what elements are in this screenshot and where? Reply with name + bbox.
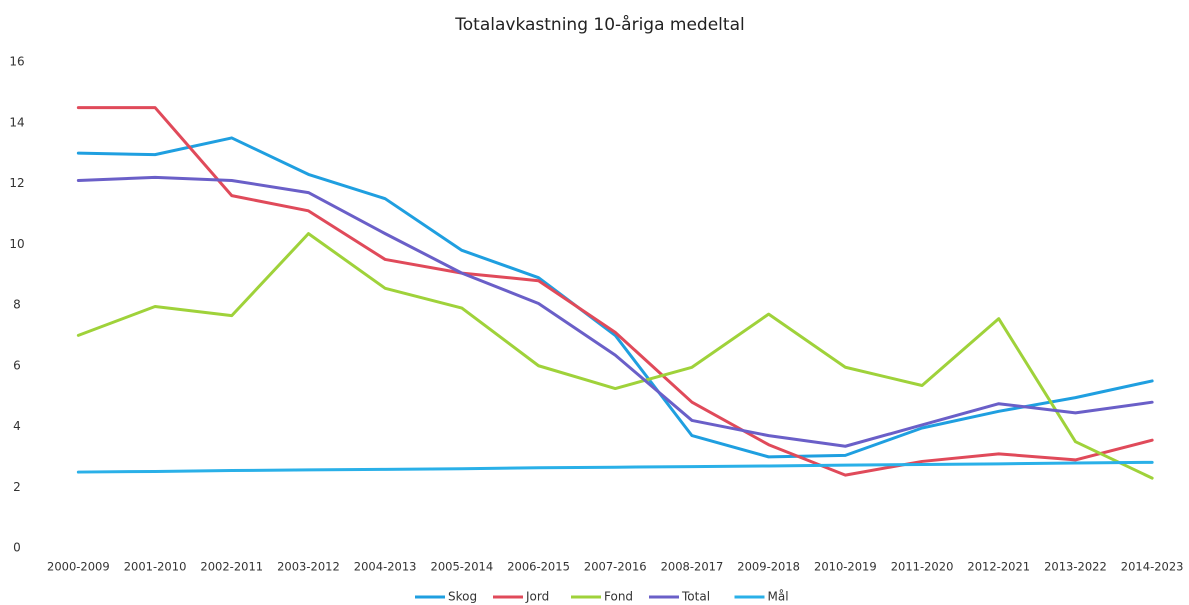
x-tick-label: 2002-2011	[200, 560, 263, 574]
x-tick-label: 2008-2017	[661, 560, 724, 574]
x-tick-label: 2013-2022	[1044, 560, 1107, 574]
y-tick-label: 10	[9, 237, 24, 251]
x-tick-label: 2006-2015	[507, 560, 570, 574]
series-line	[76, 136, 1154, 459]
legend-label: Fond	[604, 590, 633, 604]
x-tick-label: 2003-2012	[277, 560, 340, 574]
x-tick-label: 2000-2009	[47, 560, 110, 574]
legend-label: Total	[681, 590, 710, 604]
series-line	[76, 175, 1154, 448]
legend-label: Mål	[768, 590, 789, 604]
y-tick-label: 6	[13, 358, 21, 372]
legend-label: Jord	[525, 590, 549, 604]
y-tick-label: 2	[13, 480, 21, 494]
x-tick-label: 2012-2021	[967, 560, 1030, 574]
x-tick-label: 2001-2010	[124, 560, 187, 574]
x-tick-label: 2010-2019	[814, 560, 877, 574]
x-tick-label: 2007-2016	[584, 560, 647, 574]
x-tick-label: 2005-2014	[431, 560, 494, 574]
y-tick-label: 8	[13, 298, 21, 312]
y-tick-label: 16	[9, 55, 24, 69]
y-tick-label: 12	[9, 176, 24, 190]
y-tick-label: 4	[13, 419, 21, 433]
legend-label: Skog	[448, 590, 477, 604]
x-tick-label: 2004-2013	[354, 560, 417, 574]
x-tick-label: 2009-2018	[737, 560, 800, 574]
y-tick-label: 0	[13, 541, 21, 555]
x-tick-label: 2011-2020	[891, 560, 954, 574]
series-line	[76, 460, 1154, 474]
series-line	[76, 106, 1154, 477]
y-tick-label: 14	[9, 115, 24, 129]
series-line	[76, 232, 1154, 480]
x-tick-label: 2014-2023	[1121, 560, 1184, 574]
chart-title: Totalavkastning 10-åriga medeltal	[454, 14, 744, 35]
